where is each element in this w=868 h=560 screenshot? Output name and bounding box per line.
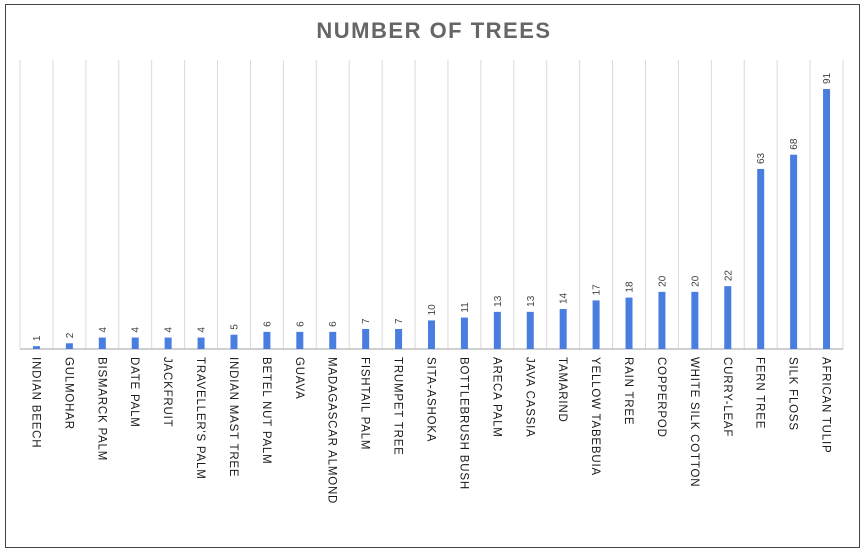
category-label: YELLOW TABEBUIA <box>589 357 601 476</box>
bar <box>98 337 106 349</box>
bar <box>724 286 732 349</box>
data-label: 68 <box>789 138 800 150</box>
bar <box>559 309 567 349</box>
data-label: 11 <box>460 302 471 313</box>
category-label: FISHTAIL PALM <box>359 357 371 450</box>
bar <box>790 154 798 349</box>
bar <box>362 329 370 349</box>
data-label: 14 <box>559 292 570 304</box>
data-labels: 1 2 4 4 4 4 5 6 6 6 7 7 10 11 13 13 14 17 18 20 20 22 63 68 91 <box>32 72 833 341</box>
category-label: AFRICAN TULIP <box>820 357 832 453</box>
category-label: RAIN TREE <box>622 357 634 425</box>
data-label: 2 <box>65 332 76 338</box>
category-label: DATE PALM <box>128 357 140 428</box>
category-label: WHITE SILK COTTON <box>688 357 700 487</box>
bar <box>32 346 40 349</box>
data-label: 18 <box>625 281 636 293</box>
bar <box>625 297 633 349</box>
category-label: TAMARIND <box>556 357 568 423</box>
bar <box>592 300 600 349</box>
bar <box>230 334 238 349</box>
data-label: 6 <box>262 321 273 327</box>
data-label: 1 <box>32 335 43 341</box>
data-label: 6 <box>295 321 306 327</box>
category-label: COPPERPOD <box>655 357 667 438</box>
category-label: TRUMPET TREE <box>392 357 404 456</box>
data-label: 63 <box>756 152 767 164</box>
category-label: BOTTLEBRUSH BUSH <box>457 357 469 490</box>
data-label: 4 <box>164 327 175 333</box>
data-label: 22 <box>723 270 734 282</box>
category-label: BISMARCK PALM <box>95 357 107 461</box>
data-label: 10 <box>427 304 438 316</box>
category-label: MADAGASCAR ALMOND <box>326 357 338 504</box>
category-label: JAVA CASSIA <box>523 357 535 438</box>
category-label: BETEL NUT PALM <box>260 357 272 464</box>
category-label: TRAVELLER'S PALM <box>194 357 206 480</box>
data-label: 4 <box>131 327 142 333</box>
data-label: 7 <box>394 318 405 324</box>
bar <box>658 291 666 349</box>
chart-frame <box>5 4 860 548</box>
category-label: CURRY-LEAF <box>721 357 733 437</box>
category-label: ARECA PALM <box>490 357 502 438</box>
data-label: 5 <box>229 324 240 330</box>
bar <box>460 317 468 349</box>
category-label: SILK FLOSS <box>787 357 799 431</box>
data-label: 17 <box>592 284 603 296</box>
bar <box>197 337 205 349</box>
data-label: 4 <box>98 327 109 333</box>
category-label: FERN TREE <box>754 357 766 429</box>
bar <box>131 337 139 349</box>
bar <box>691 291 699 349</box>
bar <box>526 311 534 349</box>
data-label: 20 <box>657 275 668 287</box>
bar <box>493 311 501 349</box>
category-labels: INDIAN BEECH GULMOHAR BISMARCK PALM DATE PA… <box>29 357 831 504</box>
bars <box>32 89 831 349</box>
bar <box>329 331 337 349</box>
data-label: 7 <box>361 318 372 324</box>
data-label: 4 <box>197 327 208 333</box>
bar <box>823 89 831 349</box>
data-label: 6 <box>328 321 339 327</box>
data-label: 13 <box>526 295 537 307</box>
gridlines <box>19 60 844 349</box>
bar <box>395 329 403 349</box>
bar <box>263 331 271 349</box>
bar <box>65 343 73 349</box>
category-label: INDIAN MAST TREE <box>227 357 239 477</box>
data-label: 13 <box>493 295 504 307</box>
data-label: 20 <box>690 275 701 287</box>
category-label: JACKFRUIT <box>161 357 173 427</box>
category-label: SITA-ASHOKA <box>425 357 437 442</box>
bar <box>757 169 765 349</box>
bar <box>164 337 172 349</box>
chart-title: NUMBER OF TREES <box>316 18 552 43</box>
category-label: GULMOHAR <box>62 357 74 430</box>
data-label: 91 <box>822 72 833 84</box>
bar <box>428 320 435 349</box>
category-label: INDIAN BEECH <box>29 357 41 448</box>
bar <box>296 331 304 349</box>
category-label: GUAVA <box>293 357 305 400</box>
